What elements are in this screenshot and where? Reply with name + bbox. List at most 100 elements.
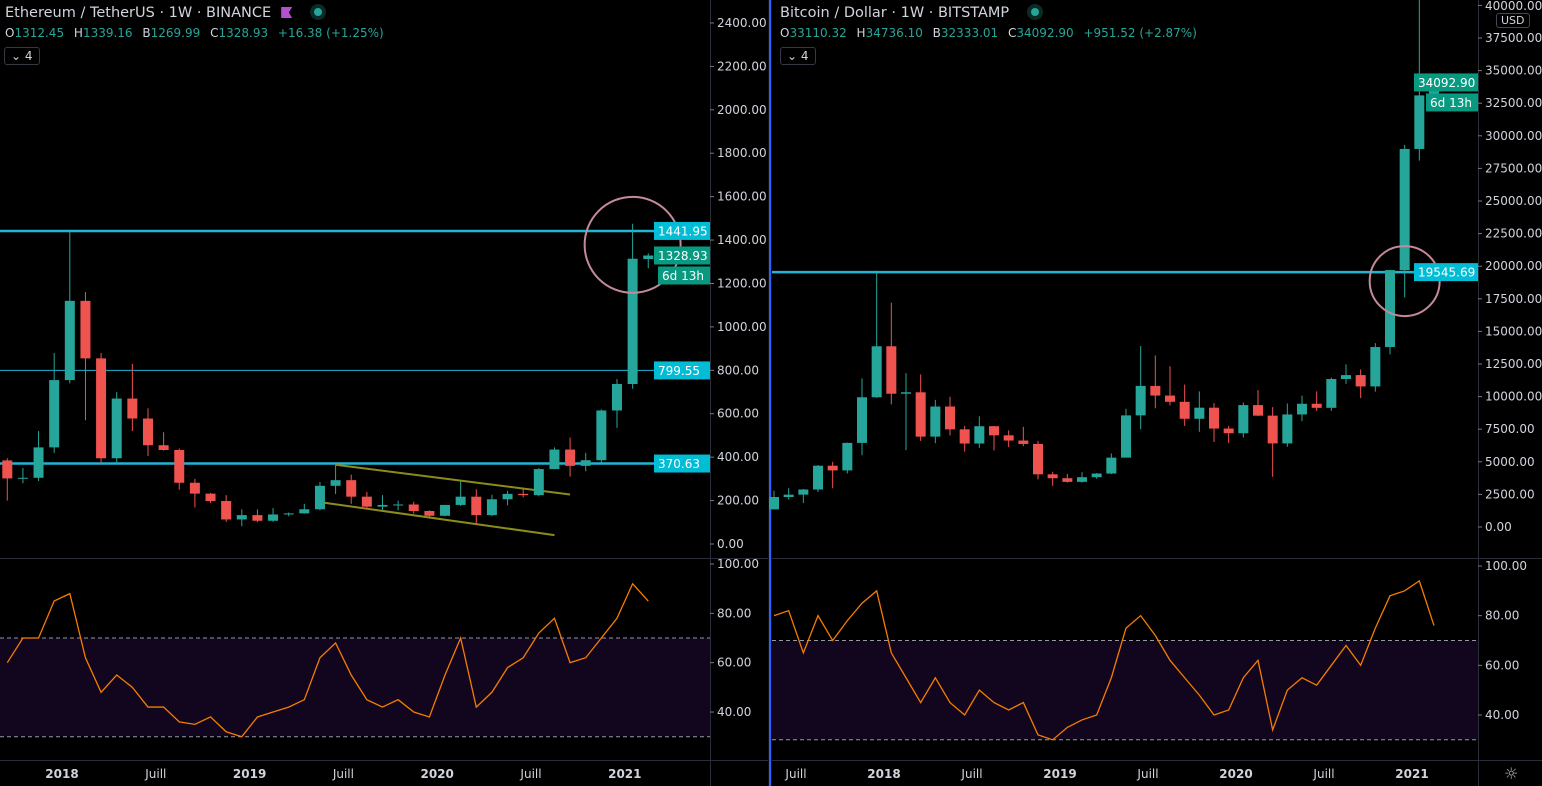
currency-button[interactable]: USD xyxy=(1496,13,1530,28)
time-tick-label: 2018 xyxy=(45,767,78,781)
btc-candle-body xyxy=(842,442,853,471)
rsi-tick-label: 100.00 xyxy=(1485,559,1527,573)
eth-indicators-toggle[interactable]: ⌄ 4 xyxy=(4,47,40,65)
btc-candle-body xyxy=(1223,428,1234,434)
eth-level-label: 1441.95 xyxy=(658,224,708,238)
btc-indicators-toggle[interactable]: ⌄ 4 xyxy=(780,47,816,65)
btc-countdown-label-bg xyxy=(1426,93,1478,112)
btc-candle-body xyxy=(901,392,911,394)
flag-icon[interactable] xyxy=(281,7,293,18)
btc-candle-body xyxy=(813,465,823,490)
btc-symbol-header[interactable]: Bitcoin / Dollar · 1W · BITSTAMP xyxy=(780,4,1044,21)
price-tick-label: 7500.00 xyxy=(1485,422,1535,436)
price-tick-label: 0.00 xyxy=(1485,520,1512,534)
eth-candle-body xyxy=(127,398,138,419)
btc-candle-body xyxy=(959,429,970,444)
time-tick-label: Juill xyxy=(519,767,541,781)
eth-trendline xyxy=(335,463,571,496)
btc-close-price-label: 34092.90 xyxy=(1418,76,1475,90)
settings-sun-icon[interactable]: ☼ xyxy=(1504,764,1519,783)
btc-candle-body xyxy=(989,426,999,436)
eth-rsi-band xyxy=(0,638,710,737)
btc-candle-body xyxy=(857,397,867,443)
btc-candle-body xyxy=(930,406,941,437)
low-label: B xyxy=(932,26,941,40)
eth-candle-body xyxy=(533,469,544,496)
btc-candle-body xyxy=(1238,405,1249,434)
btc-candle-body xyxy=(1370,347,1381,387)
price-tick-label: 2500.00 xyxy=(1485,487,1535,501)
btc-candle-body xyxy=(886,346,897,394)
eth-candle-body xyxy=(283,513,294,515)
time-tick-label: Juill xyxy=(1136,767,1158,781)
rsi-tick-label: 40.00 xyxy=(1485,708,1519,722)
btc-candle-body xyxy=(783,494,794,498)
btc-close-price-label-bg xyxy=(1414,73,1478,92)
btc-candle-body xyxy=(1341,375,1351,379)
rsi-tick-label: 80.00 xyxy=(1485,609,1519,623)
eth-ohlc-readout: O1312.45 H1339.16 B1269.99 C1328.93 +16.… xyxy=(5,26,390,40)
eth-candle-body xyxy=(221,501,232,520)
price-tick-label: 0.00 xyxy=(717,537,744,551)
btc-level-label-bg xyxy=(1414,263,1478,282)
eth-level-label-bg xyxy=(654,454,710,473)
btc-candle-body xyxy=(1209,407,1219,429)
open-value: 33110.32 xyxy=(789,26,847,40)
eth-candle-body xyxy=(330,480,341,486)
btc-candle-body xyxy=(915,392,926,437)
eth-candle-body xyxy=(205,493,216,502)
btc-candle-body xyxy=(1355,375,1366,387)
btc-candle-body xyxy=(1077,477,1087,482)
price-tick-label: 15000.00 xyxy=(1485,324,1542,338)
eth-candle-body xyxy=(518,493,529,496)
rsi-tick-label: 60.00 xyxy=(717,656,751,670)
btc-candle-body xyxy=(769,497,779,510)
change-value: +16.38 (+1.25%) xyxy=(277,26,384,40)
time-tick-label: Juill xyxy=(144,767,166,781)
eth-rsi-line xyxy=(6,582,649,738)
btc-candle-body xyxy=(1282,414,1293,444)
eth-level-label: 370.63 xyxy=(658,457,700,471)
eth-candle-body xyxy=(565,449,576,466)
btc-candle-body xyxy=(1018,440,1029,444)
eth-candle-body xyxy=(142,418,153,446)
time-tick-label: 2020 xyxy=(420,767,453,781)
btc-candle-body xyxy=(1311,403,1322,408)
eth-candle-body xyxy=(424,511,435,516)
eth-candle-body xyxy=(189,482,200,494)
time-tick-label: 2018 xyxy=(867,767,900,781)
eth-close-price-label: 1328.93 xyxy=(658,249,708,263)
eth-candle-body xyxy=(252,515,263,521)
price-tick-label: 2400.00 xyxy=(717,16,767,30)
rsi-tick-label: 40.00 xyxy=(717,705,751,719)
btc-ohlc-readout: O33110.32 H34736.10 B32333.01 C34092.90 … xyxy=(780,26,1203,40)
high-value: 34736.10 xyxy=(865,26,923,40)
btc-candle-body xyxy=(1003,435,1014,441)
eth-candle-body xyxy=(80,300,91,359)
btc-candle-body xyxy=(1121,415,1131,458)
change-value: +951.52 (+2.87%) xyxy=(1083,26,1197,40)
price-tick-label: 1200.00 xyxy=(717,276,767,290)
eth-candle-body xyxy=(486,499,497,516)
eth-candle-body xyxy=(64,300,75,381)
eth-candle-body xyxy=(643,255,654,260)
eth-candle-body xyxy=(314,485,325,510)
eth-candle-body xyxy=(17,477,28,479)
eth-candle-body xyxy=(596,410,607,461)
btc-candle-body xyxy=(1150,385,1161,396)
price-tick-label: 22500.00 xyxy=(1485,227,1542,241)
eth-candle-body xyxy=(455,496,466,505)
btc-candle-body xyxy=(1165,395,1175,402)
price-tick-label: 1800.00 xyxy=(717,146,767,160)
eth-symbol-header[interactable]: Ethereum / TetherUS · 1W · BINANCE xyxy=(5,4,327,21)
market-status-icon xyxy=(1027,4,1044,20)
low-value: 32333.01 xyxy=(940,26,999,40)
btc-candle-body xyxy=(1399,148,1410,271)
eth-trendline xyxy=(319,501,555,537)
eth-candle-body xyxy=(408,504,419,512)
eth-symbol-title: Ethereum / TetherUS · 1W · BINANCE xyxy=(5,5,272,21)
eth-candle-body xyxy=(627,258,638,384)
eth-candle-body xyxy=(393,504,404,506)
price-tick-label: 20000.00 xyxy=(1485,259,1542,273)
